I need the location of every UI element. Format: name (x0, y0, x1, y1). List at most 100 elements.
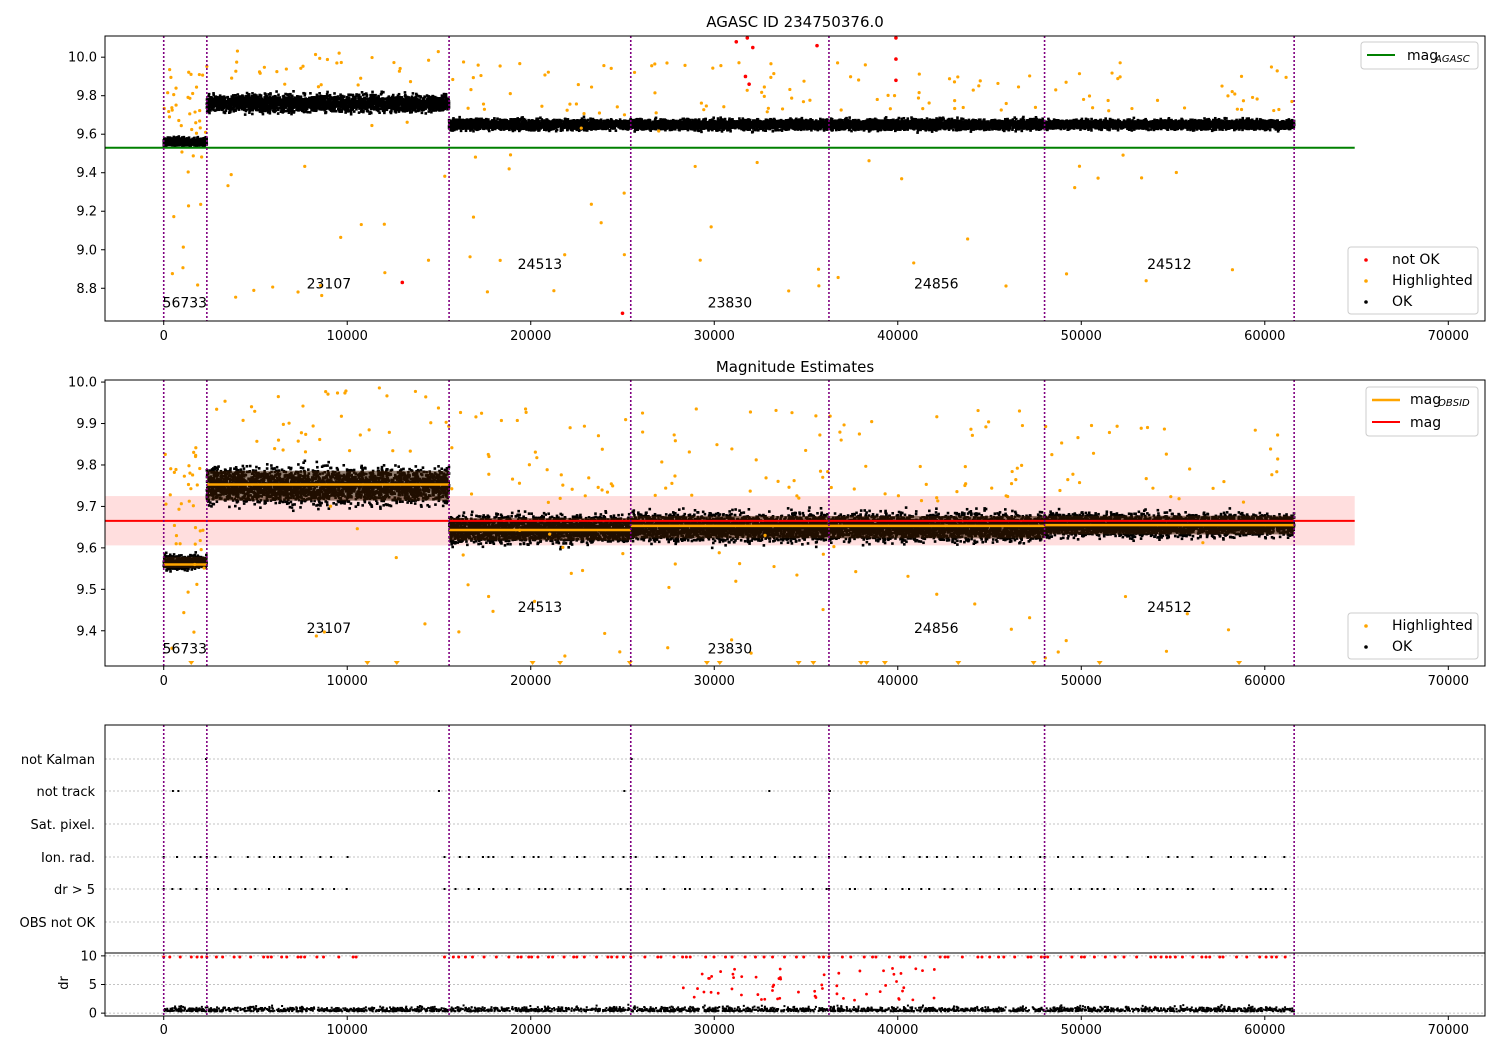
ok-point (293, 97, 297, 100)
ok-point (217, 98, 221, 102)
ok-point (365, 93, 369, 97)
ok-point (229, 107, 233, 110)
ok-point (189, 144, 192, 148)
ok-point (264, 102, 267, 106)
ok-point (218, 103, 222, 107)
ok-point (295, 103, 299, 106)
ok-point (389, 111, 393, 115)
ok-point (276, 98, 279, 101)
ok-point (176, 143, 180, 147)
ok-point (342, 95, 346, 98)
ok-point (266, 102, 270, 105)
ok-point (424, 112, 428, 115)
ok-point (371, 103, 374, 107)
ok-point (266, 109, 270, 113)
ok-point (251, 108, 255, 112)
ok-point (273, 101, 277, 104)
ok-point (162, 137, 166, 140)
ok-point (210, 107, 214, 111)
ok-point (277, 103, 281, 107)
ok-point (179, 141, 182, 145)
ok-point (183, 142, 186, 146)
ok-point (328, 99, 331, 102)
ok-point (430, 107, 433, 110)
ok-point (265, 106, 268, 110)
ok-point (401, 104, 405, 107)
ok-point (172, 135, 176, 139)
ok-point (333, 92, 336, 95)
ok-point (181, 141, 184, 145)
ok-point (445, 102, 449, 106)
ok-point (385, 108, 389, 112)
ok-point (421, 97, 425, 101)
ok-point (262, 109, 266, 113)
ok-point (263, 100, 266, 103)
ok-point (398, 95, 401, 99)
ok-point (344, 110, 348, 113)
ok-point (314, 109, 318, 113)
ok-point (277, 107, 280, 111)
ok-point (253, 98, 257, 101)
ok-point (173, 138, 177, 141)
ok-point (353, 95, 356, 99)
ok-point (387, 105, 391, 109)
ok-point (204, 140, 207, 144)
ok-point (440, 98, 443, 102)
ok-point (340, 99, 343, 103)
ok-point (245, 102, 248, 106)
ok-point (442, 92, 446, 96)
ok-point (291, 110, 294, 113)
ok-point (411, 108, 415, 112)
ok-point (175, 137, 178, 140)
ok-point (267, 93, 270, 96)
ok-point (232, 109, 236, 113)
ok-point (371, 94, 375, 98)
ok-point (226, 96, 230, 99)
ok-point (398, 107, 402, 110)
ok-point (409, 100, 412, 103)
ok-point (177, 135, 181, 138)
ok-point (204, 142, 207, 145)
ok-point (207, 107, 211, 110)
ok-point (170, 143, 173, 146)
ok-point (350, 98, 353, 101)
ok-point (358, 107, 361, 110)
ok-point (189, 140, 192, 144)
ok-point (164, 138, 168, 141)
ok-point (430, 110, 433, 114)
ok-point (380, 90, 384, 94)
ok-point (425, 94, 429, 97)
ok-point (286, 97, 290, 101)
ok-point (382, 90, 385, 94)
ok-point (337, 97, 341, 101)
ok-point (205, 137, 208, 140)
ok-point (201, 141, 205, 144)
ok-point (346, 96, 349, 100)
ok-point (410, 110, 413, 114)
ok-point (352, 110, 356, 113)
ok-point (212, 101, 216, 105)
ok-point (193, 142, 197, 146)
ok-point (362, 110, 365, 114)
ok-point (384, 97, 387, 101)
ok-point (379, 107, 383, 111)
ok-point (427, 107, 431, 110)
ok-point (351, 95, 355, 98)
ok-point (348, 101, 351, 105)
ok-point (365, 97, 369, 100)
ok-point (356, 103, 360, 106)
ok-point (304, 100, 308, 104)
ok-point (328, 93, 332, 97)
ok-point (338, 107, 341, 110)
ok-point (174, 140, 177, 144)
ok-point (361, 93, 365, 97)
ok-point (353, 99, 357, 102)
ok-point (413, 101, 417, 104)
ok-point (180, 136, 184, 139)
ok-point (377, 109, 380, 113)
ok-point (178, 140, 182, 143)
ok-point (405, 109, 409, 113)
ok-point (241, 96, 244, 99)
ok-point (251, 112, 254, 116)
ok-point (383, 111, 386, 115)
